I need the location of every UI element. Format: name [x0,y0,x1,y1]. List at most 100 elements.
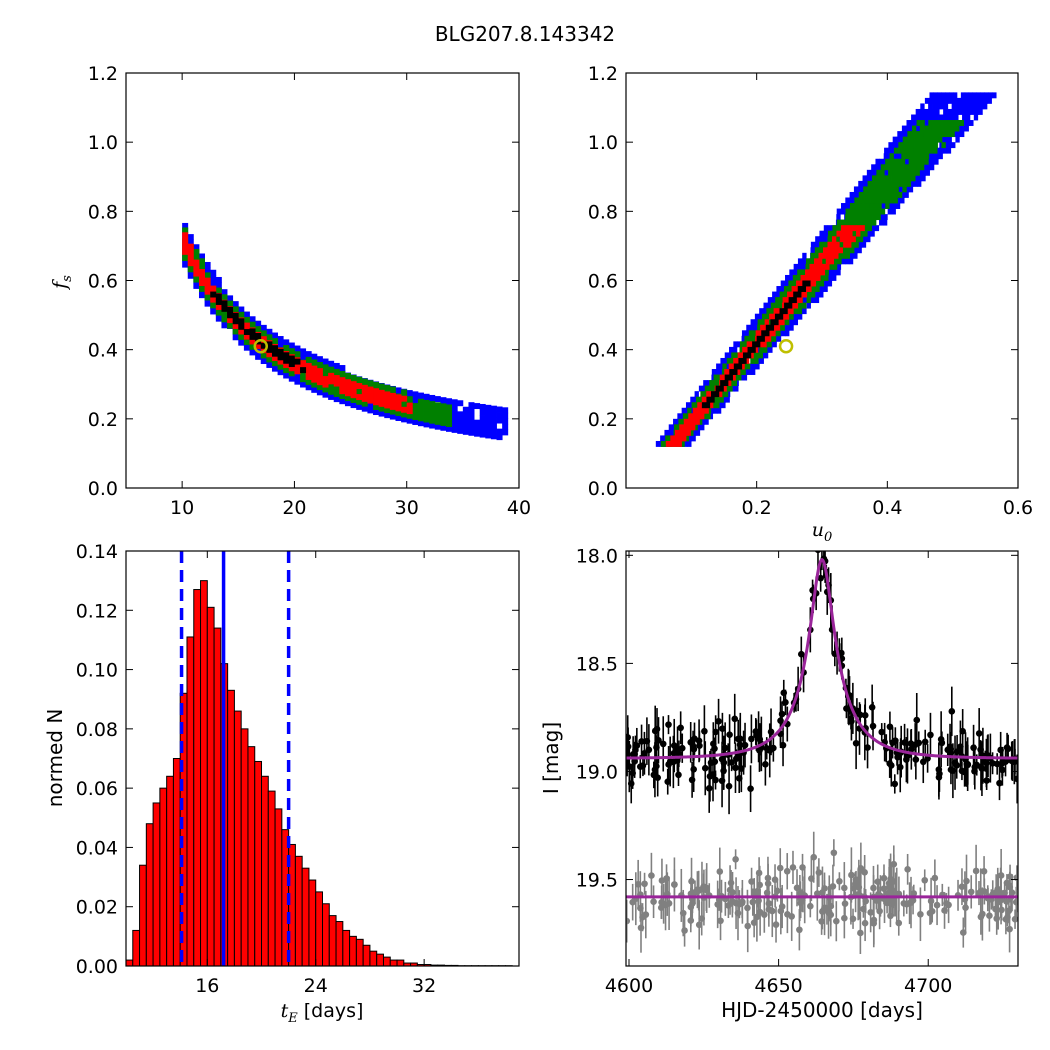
confidence-cell-level3 [496,417,503,424]
confidence-cell-level3 [401,416,408,423]
lightcurve-data-point [725,782,733,790]
confidence-cell-level2 [305,356,312,363]
histogram-bar [227,689,235,966]
baseline-data-point [788,913,796,920]
histogram-bar [152,802,161,966]
lightcurve-data-point [997,746,1004,754]
confidence-cell-level1 [700,407,705,414]
lightcurve-data-point [633,742,641,749]
figure-title: BLG207.8.143342 [434,22,616,46]
confidence-cell-level3 [866,175,871,182]
confidence-cell-level3 [490,416,497,423]
confidence-cell-level2 [849,214,854,221]
histogram-bar [274,808,283,966]
confidence-cell-level3 [305,384,312,391]
confidence-cell-level3 [423,393,430,400]
confidence-cell-level3 [880,203,885,209]
histogram-bar [301,867,310,966]
confidence-cell-level1 [722,385,727,392]
confidence-cell-level2 [852,214,858,221]
y-tick-label: 1.2 [588,63,618,85]
confidence-cell-level2 [283,345,290,351]
confidence-cell-level1 [799,280,805,287]
baseline-data-point [972,867,980,875]
confidence-cell-level2 [811,286,816,292]
lightcurve-data-point [629,751,637,758]
confidence-cell-level1 [852,225,858,232]
confidence-cell-level2 [865,208,870,215]
y-tick-label: 0.08 [76,719,118,741]
confidence-cell-level1 [798,297,803,304]
confidence-cell-level3 [316,356,323,363]
lightcurve-data-point [817,574,824,582]
confidence-cell-level2 [810,291,816,298]
confidence-cell-level1 [836,230,841,237]
confidence-cell-level2 [215,309,222,316]
confidence-cell-level3 [772,291,777,298]
confidence-cell-level2 [849,203,855,209]
confidence-cell-level2 [947,120,953,126]
confidence-cell-level2 [860,214,866,221]
confidence-cell-level3 [277,341,284,348]
confidence-cell-level1 [807,286,812,292]
confidence-cell-level2 [271,338,278,345]
confidence-cell-level2 [660,440,666,447]
confidence-cell-level2 [440,419,447,426]
confidence-cell-level3 [198,253,205,260]
confidence-cell-level1 [724,369,729,375]
confidence-cell-level2 [891,180,896,187]
confidence-cell-level2 [412,403,419,409]
confidence-cell-level3 [771,297,777,304]
confidence-cell-best [733,369,738,375]
lightcurve-data-point [777,717,784,724]
confidence-cell-level3 [926,164,931,171]
confidence-cell-level1 [683,424,688,431]
confidence-cell-level3 [934,158,939,165]
confidence-cell-level2 [824,274,829,281]
lightcurve-data-point [701,764,709,772]
confidence-cell-level2 [908,164,913,171]
confidence-cell-level3 [911,114,916,121]
confidence-cell-best [761,330,766,337]
lightcurve-data-point [927,731,934,739]
confidence-cell-level2 [890,191,895,198]
confidence-cell-level3 [745,330,751,337]
confidence-cell-level1 [838,247,843,254]
y-tick-label: 0.02 [76,897,118,919]
confidence-cell-level2 [401,400,408,407]
confidence-cell-level3 [687,440,692,447]
confidence-cell-level3 [887,208,892,215]
confidence-cell-level2 [876,169,881,176]
confidence-cell-level1 [328,372,335,379]
confidence-cell-level3 [780,280,786,287]
confidence-cell-level2 [283,367,290,374]
confidence-cell-level2 [903,175,908,182]
confidence-cell-level2 [827,230,833,237]
confidence-cell-level3 [927,108,932,115]
confidence-cell-level2 [339,370,346,377]
x-tick-label: 4650 [754,975,802,997]
confidence-cell-level3 [698,385,704,392]
confidence-cell-level2 [713,374,718,381]
confidence-cell-level1 [816,274,821,281]
confidence-cell-level1 [182,237,189,244]
confidence-cell-level2 [882,186,888,193]
confidence-cell-level3 [871,164,876,171]
confidence-cell-level1 [830,247,836,254]
baseline-data-point [648,872,655,879]
confidence-cell-level1 [670,435,675,442]
confidence-cell-best [738,357,743,364]
confidence-cell-level1 [808,274,813,281]
lightcurve-data-point [670,749,678,757]
y-axis-label: fs [49,275,75,291]
lightcurve-data-point [719,725,726,732]
confidence-cell-level1 [294,368,301,375]
confidence-cell-level2 [845,252,850,259]
confidence-cell-level2 [925,147,930,154]
confidence-cell-best [788,297,793,304]
lightcurve-data-point [665,721,672,728]
confidence-cell-level1 [260,336,267,343]
confidence-cell-level1 [826,247,832,254]
confidence-cell-level3 [823,286,828,292]
confidence-cell-level2 [758,352,763,359]
